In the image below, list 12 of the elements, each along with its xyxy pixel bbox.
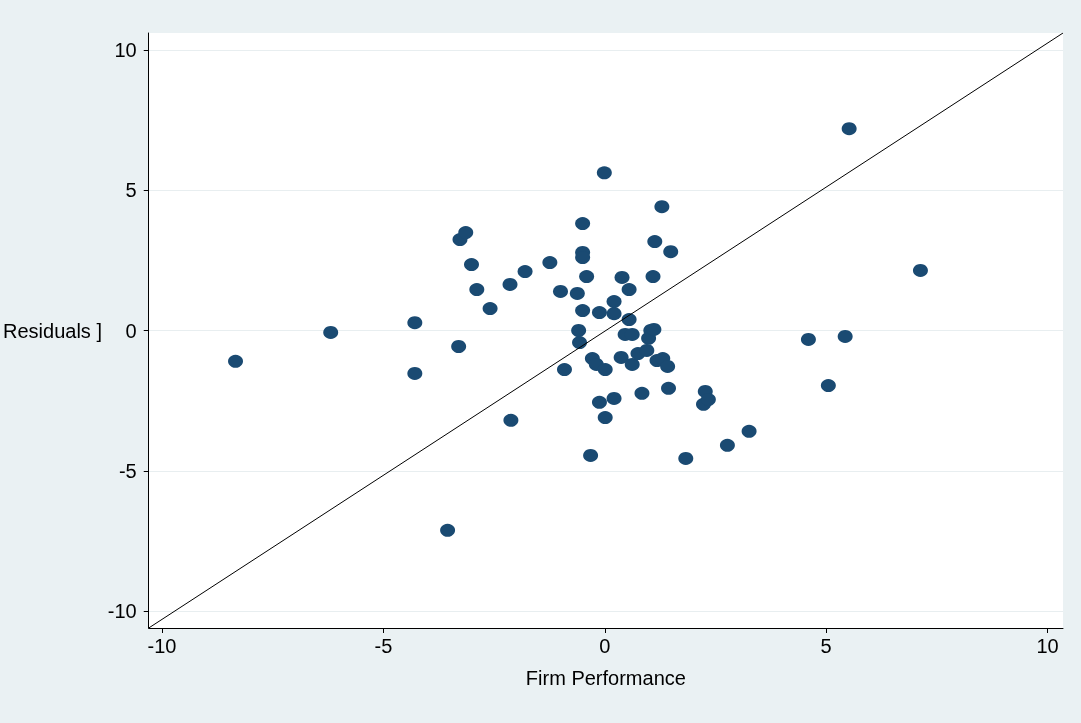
y-tick-label: 0 xyxy=(125,319,137,342)
y-tick-label: 5 xyxy=(125,179,137,202)
y-axis-title: Residuals ] xyxy=(3,319,102,342)
y-tick-label: 10 xyxy=(114,38,137,61)
y-tick-label: -5 xyxy=(118,459,137,482)
x-tick-label: 0 xyxy=(599,635,611,657)
x-axis-title: Firm Performance xyxy=(525,667,686,689)
x-tick-label: 10 xyxy=(1036,635,1059,657)
x-tick-label: 5 xyxy=(820,635,832,657)
y-tick-label: -10 xyxy=(107,600,137,623)
x-tick-label: -10 xyxy=(147,635,177,657)
x-tick-label: -5 xyxy=(374,635,393,657)
